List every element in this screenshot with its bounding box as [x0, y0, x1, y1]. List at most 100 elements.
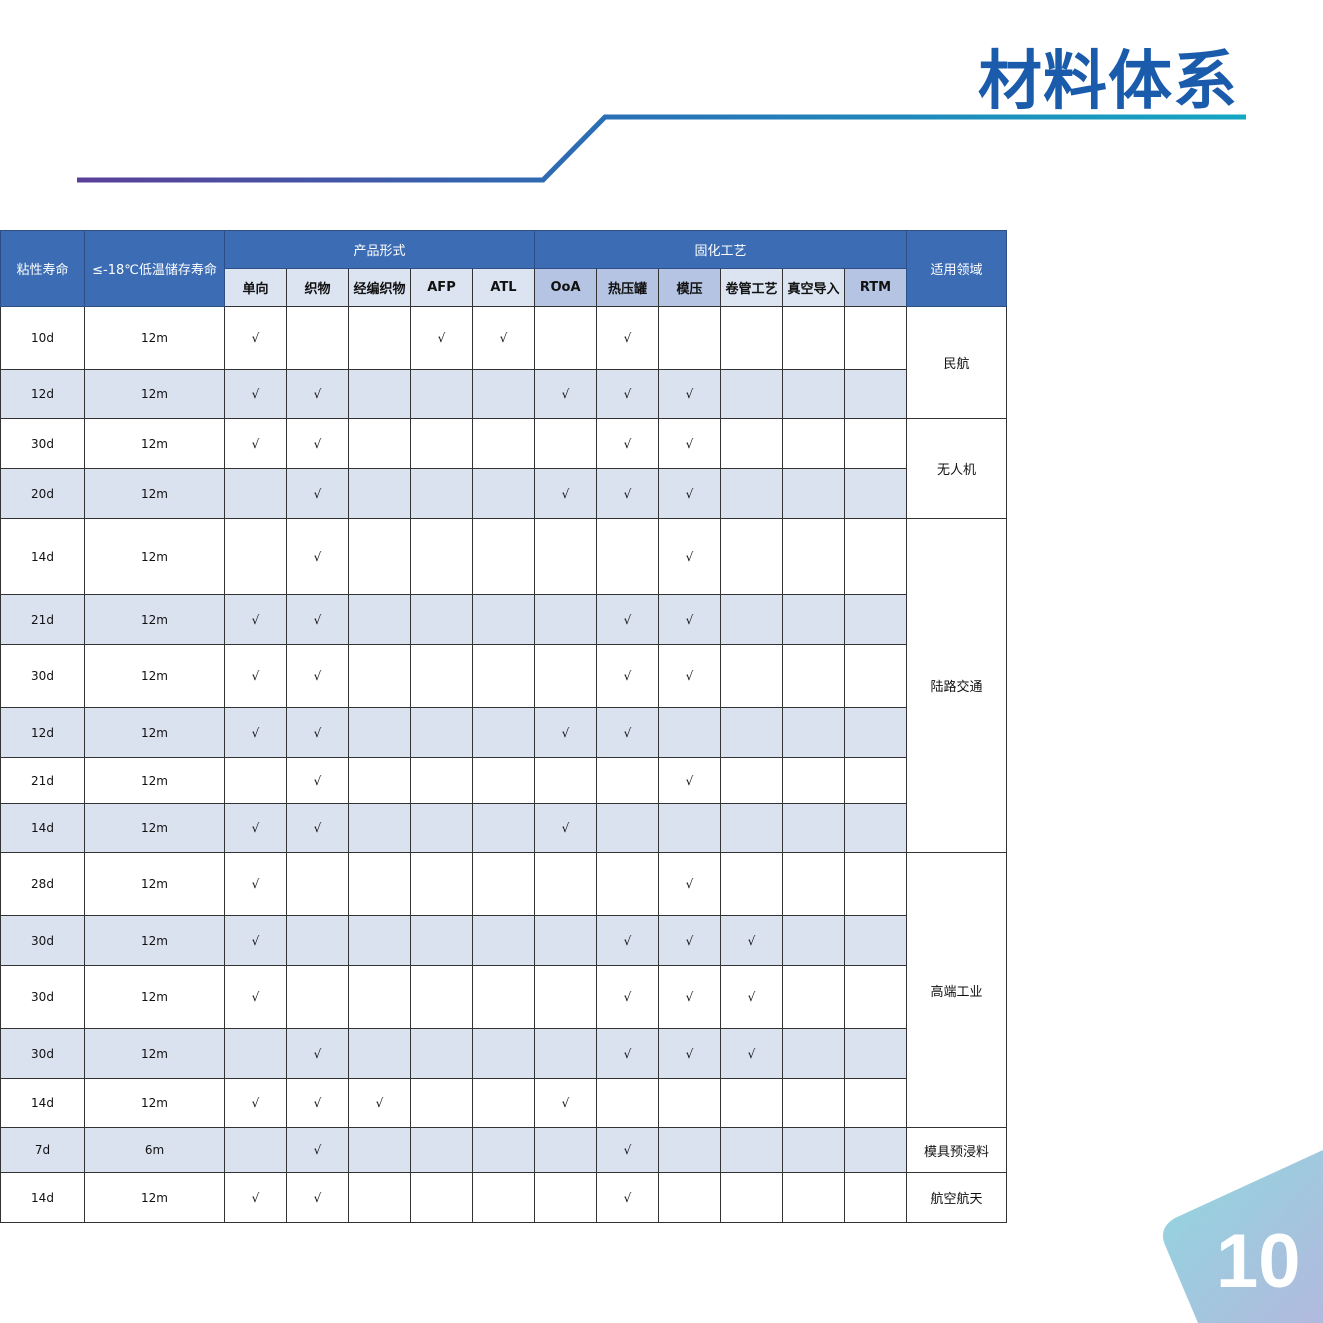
check-cell: √: [596, 369, 659, 419]
empty-cell: [534, 1127, 597, 1173]
check-cell: √: [596, 707, 659, 758]
column-header: AFP: [410, 268, 473, 307]
check-cell: √: [286, 803, 349, 853]
page-title: 材料体系: [978, 45, 1238, 119]
table-row: 21d 12m √ √: [0, 757, 1007, 804]
check-cell: √: [286, 707, 349, 758]
empty-cell: [348, 306, 411, 370]
empty-cell: [658, 1127, 721, 1173]
empty-cell: [224, 1127, 287, 1173]
table-row: 20d 12m √ √ √ √: [0, 468, 1007, 519]
empty-cell: [534, 644, 597, 708]
tack-life-cell: 12d: [0, 707, 85, 758]
table-row: 10d 12m √ √ √ √ 民航: [0, 306, 1007, 419]
empty-cell: [472, 594, 535, 645]
column-header: ATL: [472, 268, 535, 307]
tack-life-cell: 30d: [0, 1028, 85, 1079]
check-cell: √: [224, 803, 287, 853]
check-cell: √: [534, 803, 597, 853]
check-cell: √: [658, 915, 721, 966]
empty-cell: [782, 852, 845, 916]
empty-cell: [720, 1127, 783, 1173]
empty-cell: [844, 594, 907, 645]
check-cell: √: [658, 594, 721, 645]
empty-cell: [224, 518, 287, 595]
header-product-form: 产品形式: [224, 230, 535, 269]
empty-cell: [410, 1078, 473, 1128]
empty-cell: [410, 369, 473, 419]
empty-cell: [472, 1028, 535, 1079]
check-cell: √: [224, 915, 287, 966]
check-cell: √: [596, 1028, 659, 1079]
application-domain-cell: 高端工业: [906, 852, 1007, 1128]
storage-life-cell: 12m: [84, 965, 225, 1029]
tack-life-cell: 14d: [0, 803, 85, 853]
empty-cell: [348, 418, 411, 469]
empty-cell: [658, 803, 721, 853]
table-row: 30d 12m √ √ √ √: [0, 915, 1007, 966]
tack-life-cell: 30d: [0, 915, 85, 966]
empty-cell: [348, 1028, 411, 1079]
header-storage-life: ≤-18℃低温储存寿命: [84, 230, 225, 307]
check-cell: √: [720, 915, 783, 966]
empty-cell: [224, 468, 287, 519]
empty-cell: [534, 1172, 597, 1223]
empty-cell: [410, 594, 473, 645]
check-cell: √: [596, 644, 659, 708]
check-cell: √: [224, 418, 287, 469]
empty-cell: [348, 518, 411, 595]
check-cell: √: [224, 594, 287, 645]
check-cell: √: [286, 1172, 349, 1223]
column-header: 卷管工艺: [720, 268, 783, 307]
empty-cell: [658, 1078, 721, 1128]
check-cell: √: [658, 965, 721, 1029]
column-header: 热压罐: [596, 268, 659, 307]
check-cell: √: [286, 644, 349, 708]
empty-cell: [782, 594, 845, 645]
check-cell: √: [286, 369, 349, 419]
tack-life-cell: 14d: [0, 1172, 85, 1223]
check-cell: √: [348, 1078, 411, 1128]
header-tack-life: 粘性寿命: [0, 230, 85, 307]
empty-cell: [844, 915, 907, 966]
application-domain-cell: 模具预浸料: [906, 1127, 1007, 1173]
check-cell: √: [286, 594, 349, 645]
check-cell: √: [658, 418, 721, 469]
empty-cell: [410, 803, 473, 853]
check-cell: √: [658, 852, 721, 916]
empty-cell: [348, 594, 411, 645]
storage-life-cell: 6m: [84, 1127, 225, 1173]
check-cell: √: [534, 707, 597, 758]
empty-cell: [410, 915, 473, 966]
empty-cell: [534, 418, 597, 469]
table-row: 28d 12m √ √ 高端工业: [0, 852, 1007, 1128]
storage-life-cell: 12m: [84, 757, 225, 804]
table-row: 12d 12m √ √ √ √: [0, 707, 1007, 758]
application-domain-cell: 无人机: [906, 418, 1007, 519]
empty-cell: [844, 965, 907, 1029]
application-domain-cell: 航空航天: [906, 1172, 1007, 1223]
tack-life-cell: 7d: [0, 1127, 85, 1173]
empty-cell: [782, 1078, 845, 1128]
header-curing-process: 固化工艺: [534, 230, 907, 269]
empty-cell: [844, 1172, 907, 1223]
empty-cell: [410, 707, 473, 758]
application-domain-cell: 民航: [906, 306, 1007, 419]
table-row: 14d 12m √ √ 陆路交通: [0, 518, 1007, 853]
storage-life-cell: 12m: [84, 369, 225, 419]
table-row: 14d 12m √ √ √: [0, 803, 1007, 853]
table-row: 7d 6m √ √ 模具预浸料: [0, 1127, 1007, 1173]
table-row: 30d 12m √ √ √ √: [0, 1028, 1007, 1079]
empty-cell: [348, 803, 411, 853]
column-header: 单向: [224, 268, 287, 307]
empty-cell: [844, 1028, 907, 1079]
empty-cell: [844, 468, 907, 519]
empty-cell: [596, 852, 659, 916]
empty-cell: [658, 1172, 721, 1223]
check-cell: √: [534, 369, 597, 419]
empty-cell: [720, 594, 783, 645]
table-row: 21d 12m √ √ √ √: [0, 594, 1007, 645]
empty-cell: [720, 852, 783, 916]
